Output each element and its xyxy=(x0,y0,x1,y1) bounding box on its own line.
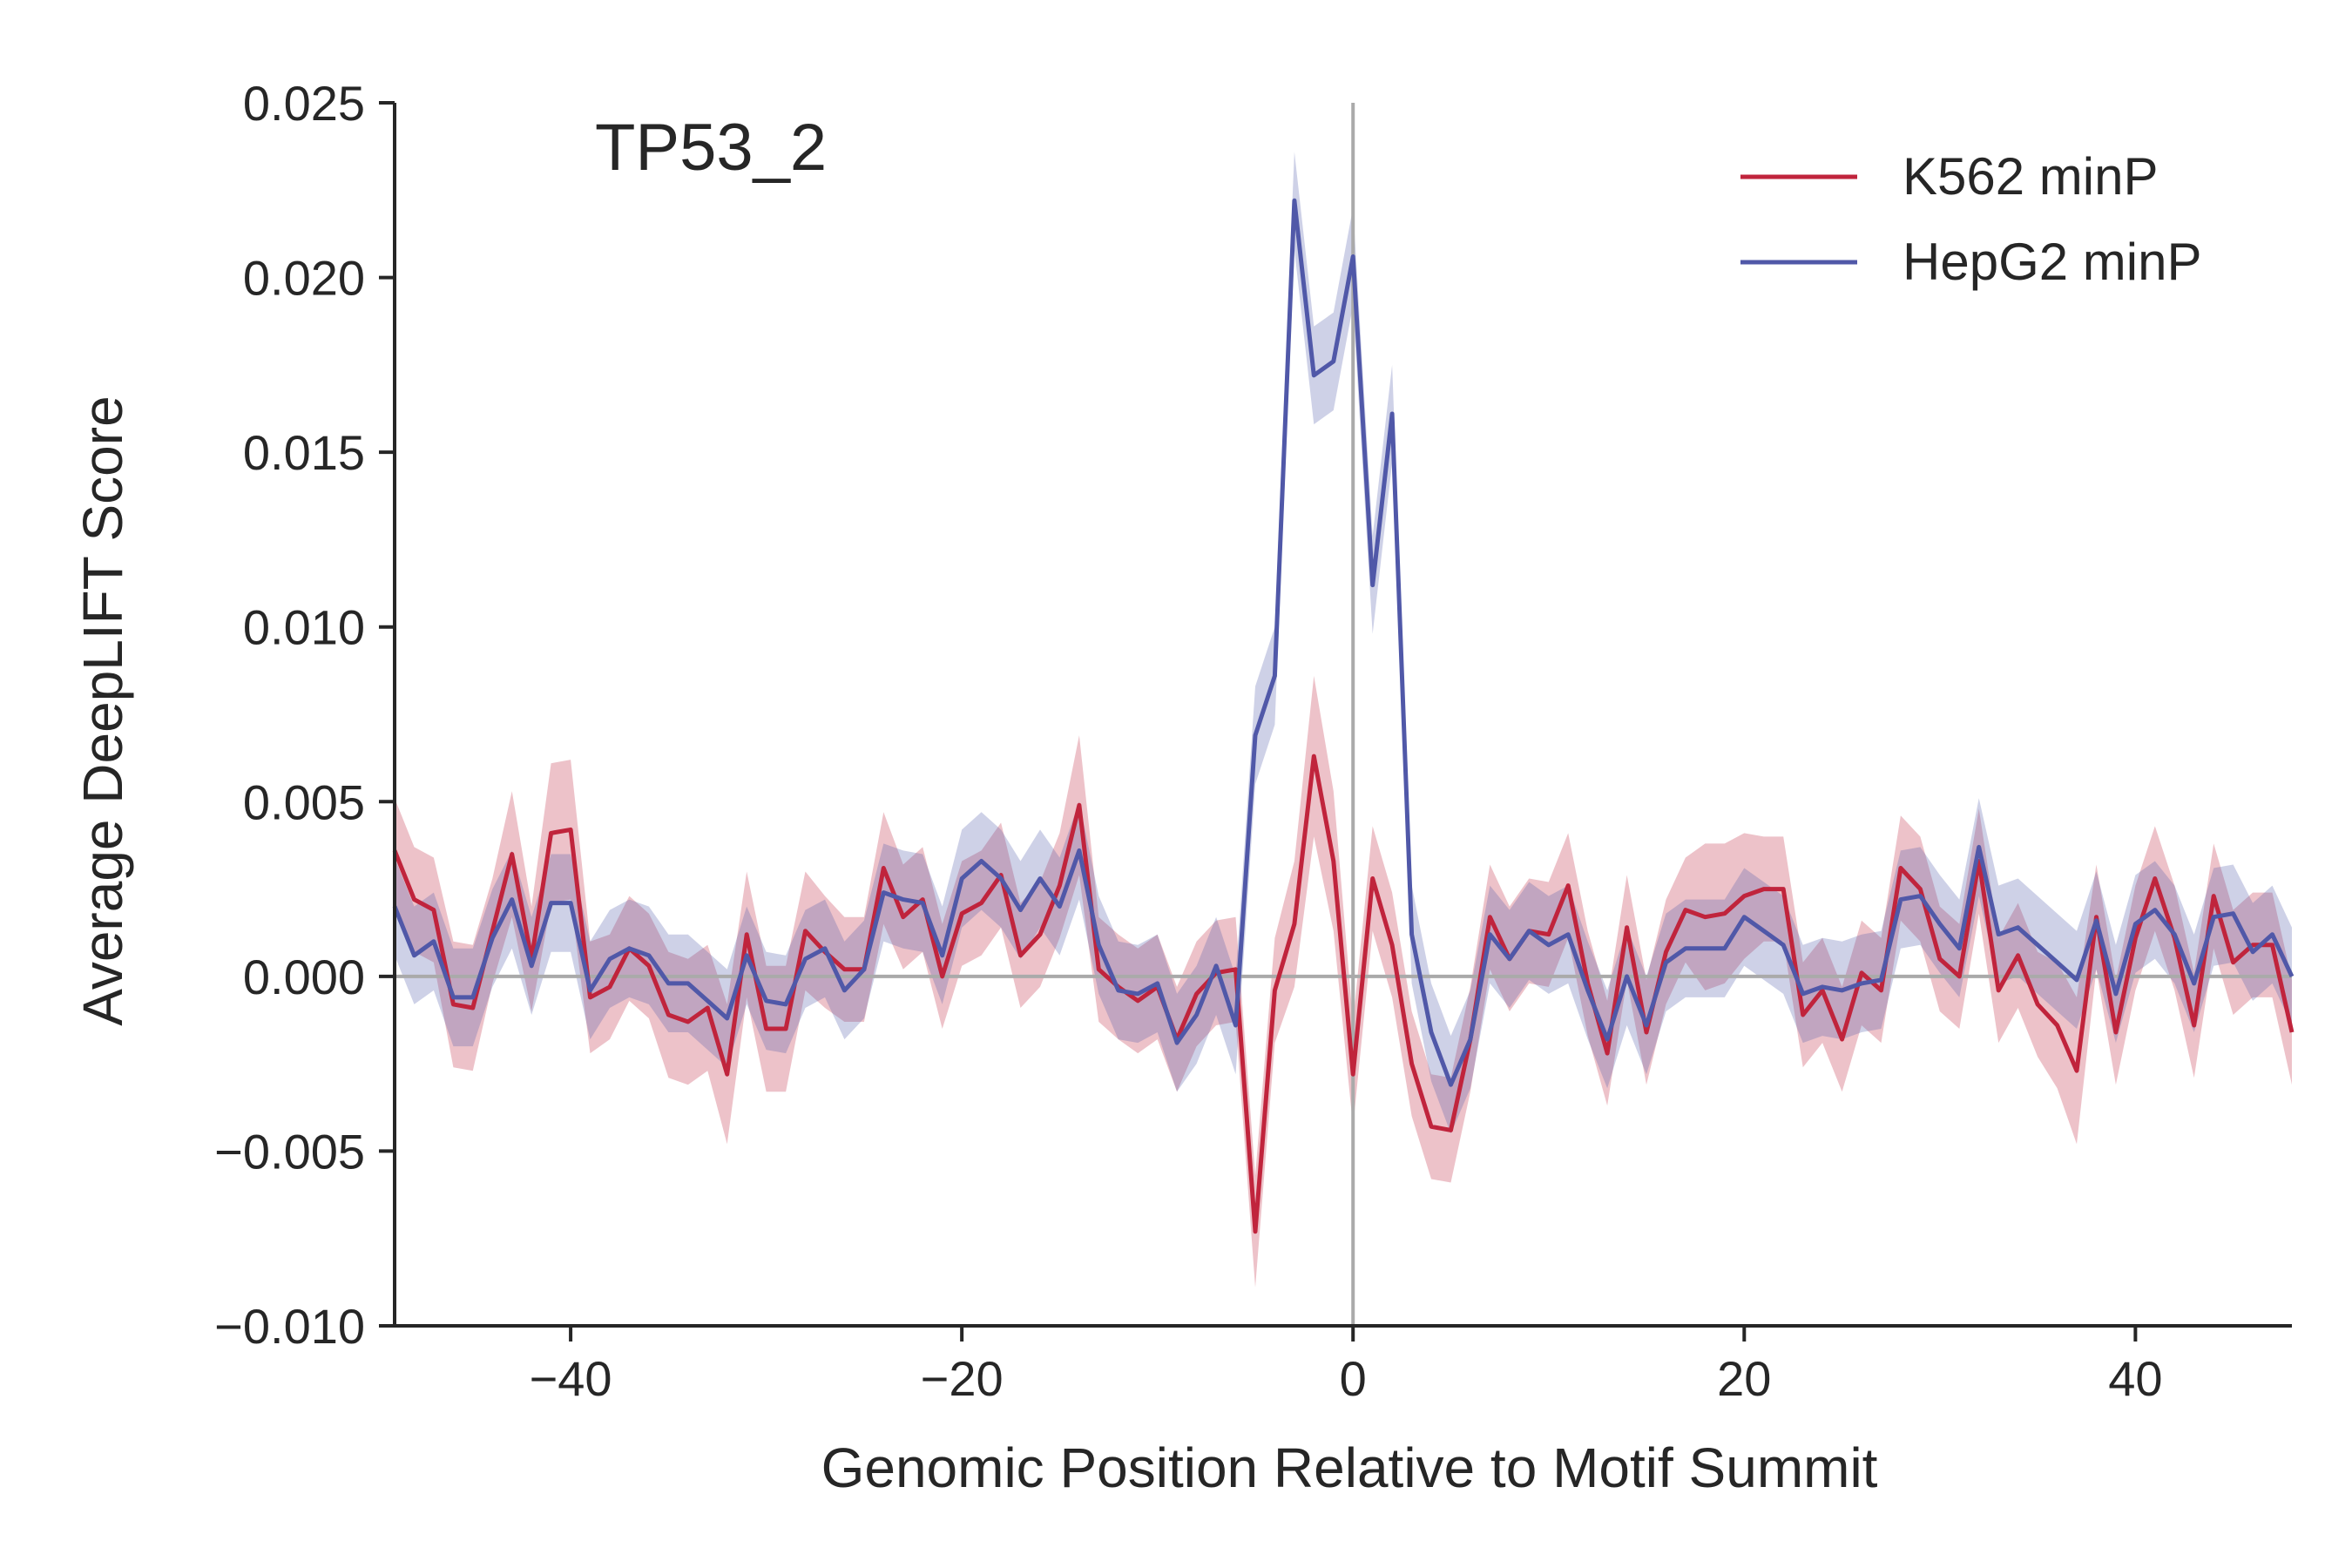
y-tick-label: 0.015 xyxy=(243,425,365,480)
chart-title: TP53_2 xyxy=(595,111,827,185)
x-tick-label: −40 xyxy=(530,1351,612,1406)
series-line-1 xyxy=(392,198,2295,1087)
legend-label-k562: K562 minP xyxy=(1903,147,2159,206)
x-tick-label: 40 xyxy=(2108,1351,2162,1406)
y-tick-label: 0.020 xyxy=(243,251,365,306)
ticks: −0.010 −0.005 0.000 0.005 0.010 0.015 0.020 0.0… xyxy=(214,76,2162,1406)
x-axis-label: Genomic Position Relative to Motif Summi… xyxy=(821,1436,1878,1499)
axes xyxy=(393,103,2292,1328)
y-axis-label: Average DeepLIFT Score xyxy=(71,395,134,1025)
x-tick-label: 0 xyxy=(1340,1351,1367,1406)
y-tick-label: 0.010 xyxy=(243,600,365,655)
ci-band-1 xyxy=(395,152,2292,1134)
legend: K562 minP HepG2 minP xyxy=(1740,147,2201,291)
legend-label-hepg2: HepG2 minP xyxy=(1903,233,2201,291)
y-tick-label: 0.025 xyxy=(243,76,365,131)
series-line-0 xyxy=(392,754,2295,1234)
y-tick-label: 0.005 xyxy=(243,774,365,829)
x-tick-label: 20 xyxy=(1717,1351,1771,1406)
y-tick-label: −0.010 xyxy=(214,1299,365,1354)
series-lines xyxy=(392,198,2295,1234)
x-tick-label: −20 xyxy=(921,1351,1004,1406)
y-tick-label: 0.000 xyxy=(243,950,365,1004)
confidence-bands xyxy=(395,152,2292,1288)
y-tick-label: −0.005 xyxy=(214,1124,365,1179)
